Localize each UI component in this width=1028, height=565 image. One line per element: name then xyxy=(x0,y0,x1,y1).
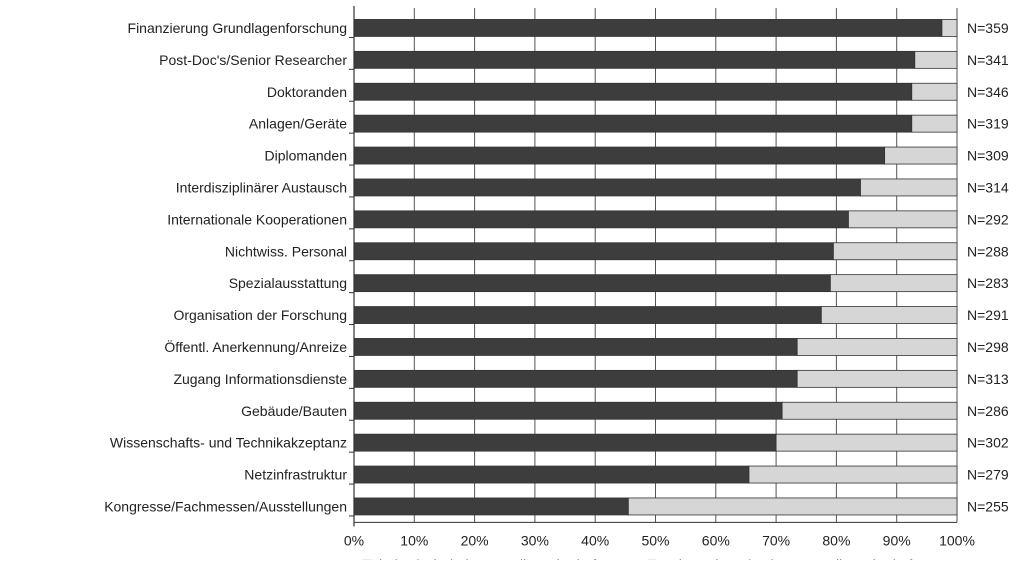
sample-size-label: N=286 xyxy=(967,403,1009,419)
category-label: Nichtwiss. Personal xyxy=(225,243,347,259)
bar-segment-high xyxy=(353,19,943,37)
category-label: Diplomanden xyxy=(265,148,348,164)
x-tick-label: 0% xyxy=(344,532,364,548)
bar-segment-low xyxy=(820,306,958,324)
category-label: Doktoranden xyxy=(267,84,347,100)
bar-segment-high xyxy=(353,114,913,133)
category-label: Interdisziplinärer Austausch xyxy=(176,179,347,195)
sample-size-label: N=283 xyxy=(967,275,1009,291)
bar-segment-low xyxy=(914,50,958,69)
sample-size-label: N=279 xyxy=(967,467,1009,483)
bar-segment-high xyxy=(353,338,798,356)
x-tick-label: 10% xyxy=(400,532,428,548)
sample-size-label: N=298 xyxy=(967,339,1009,355)
category-label: Gebäude/Bauten xyxy=(241,403,347,419)
category-label: Organisation der Forschung xyxy=(173,307,347,323)
bar-segment-low xyxy=(832,242,958,261)
legend-item-high: hoher/sehr hoher Handlungsbedarf xyxy=(362,556,596,565)
bar-segment-low xyxy=(848,210,958,229)
bar-segment-low xyxy=(911,114,958,133)
bar-segment-low xyxy=(941,19,958,37)
bar-segment-high xyxy=(353,178,861,197)
bar-segment-low xyxy=(829,274,958,293)
category-label: Zugang Informationsdienste xyxy=(173,371,347,387)
bar-segment-low xyxy=(860,178,958,197)
x-tick-label: 70% xyxy=(762,532,790,548)
bar-segment-low xyxy=(627,497,958,516)
sample-size-label: N=314 xyxy=(967,179,1009,195)
sample-size-label: N=291 xyxy=(967,307,1009,323)
x-tick-label: 80% xyxy=(822,532,850,548)
bar-segment-low xyxy=(911,82,958,101)
sample-size-label: N=341 xyxy=(967,52,1009,68)
sample-size-label: N=346 xyxy=(967,84,1009,100)
category-label: Internationale Kooperationen xyxy=(167,211,347,227)
x-tick-label: 30% xyxy=(521,532,549,548)
bar-segment-high xyxy=(353,401,783,420)
sample-size-label: N=302 xyxy=(967,435,1009,451)
bar-segment-high xyxy=(353,274,831,293)
bar-segment-low xyxy=(796,369,958,388)
bar-segment-low xyxy=(775,433,958,452)
sample-size-label: N=288 xyxy=(967,243,1009,259)
x-tick-label: 90% xyxy=(883,532,911,548)
sample-size-label: N=313 xyxy=(967,371,1009,387)
category-label: Kongresse/Fachmessen/Ausstellungen xyxy=(104,498,347,514)
category-label: Netzinfrastruktur xyxy=(244,467,347,483)
bar-segment-high xyxy=(353,210,849,229)
x-tick-label: 40% xyxy=(581,532,609,548)
bar-segment-high xyxy=(353,146,886,165)
bar-segment-high xyxy=(353,82,913,101)
bar-segment-low xyxy=(796,338,958,356)
bar-segment-high xyxy=(353,369,798,388)
bar-segment-high xyxy=(353,433,777,452)
bar-segment-high xyxy=(353,306,822,324)
category-label: Wissenschafts- und Technikakzeptanz xyxy=(110,435,347,451)
bar-segment-low xyxy=(781,401,958,420)
sample-size-label: N=309 xyxy=(967,148,1009,164)
bar-segment-low xyxy=(884,146,958,165)
x-tick-label: 60% xyxy=(702,532,730,548)
legend-item-low: sehr geringer/geringer Handlungsbedarf xyxy=(647,556,912,565)
bar-segment-high xyxy=(353,465,750,484)
category-label: Spezialausstattung xyxy=(229,275,347,291)
bar-segment-high xyxy=(353,242,834,261)
x-tick-label: 50% xyxy=(641,532,669,548)
sample-size-label: N=319 xyxy=(967,116,1009,132)
sample-size-label: N=255 xyxy=(967,498,1009,514)
bar-segment-high xyxy=(353,497,629,516)
x-tick-label: 100% xyxy=(939,532,975,548)
legend-label: hoher/sehr hoher Handlungsbedarf xyxy=(379,556,596,560)
sample-size-label: N=359 xyxy=(967,20,1009,36)
category-label: Öffentl. Anerkennung/Anreize xyxy=(164,338,347,355)
bar-segment-high xyxy=(353,50,916,69)
legend-label: sehr geringer/geringer Handlungsbedarf xyxy=(664,556,912,560)
bar-segment-low xyxy=(748,465,958,484)
category-label: Post-Doc's/Senior Researcher xyxy=(159,52,347,68)
category-label: Finanzierung Grundlagenforschung xyxy=(128,20,347,36)
x-tick-label: 20% xyxy=(461,532,489,548)
sample-size-label: N=292 xyxy=(967,211,1009,227)
category-label: Anlagen/Geräte xyxy=(249,116,347,132)
